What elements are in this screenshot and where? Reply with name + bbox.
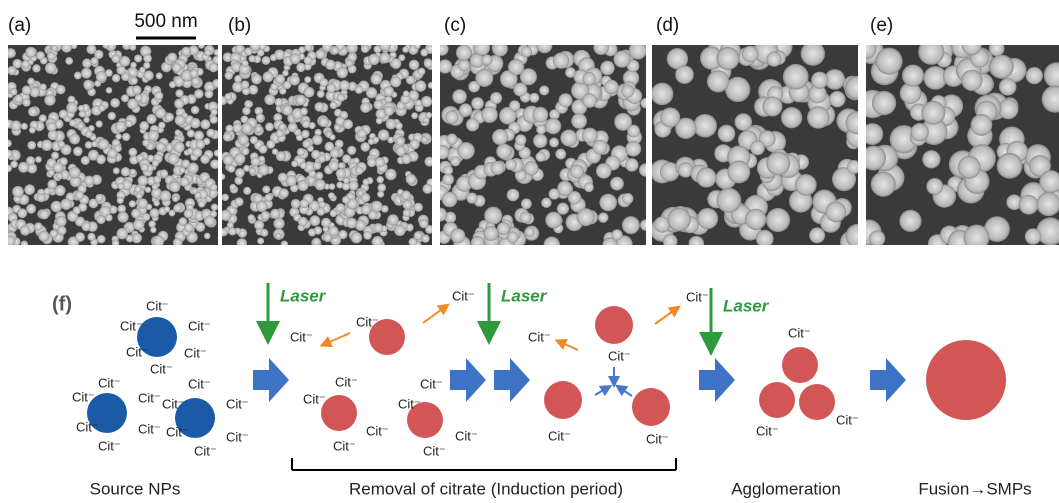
laser-arrows xyxy=(268,283,711,344)
citrate-label: Cit⁻ xyxy=(290,329,313,344)
laser-label: Laser xyxy=(501,286,548,305)
panel-label: (e) xyxy=(870,15,893,36)
stage-label: Removal of citrate (Induction period) xyxy=(349,479,623,498)
citrate-label: Cit⁻ xyxy=(548,428,571,443)
stage-label: Agglomeration xyxy=(731,479,841,498)
sem-image xyxy=(218,40,435,250)
citrate-label: Cit⁻ xyxy=(333,438,356,453)
particles xyxy=(87,306,1006,438)
citrate-label: Cit⁻ xyxy=(150,361,173,376)
stage-label: Source NPs xyxy=(90,479,181,498)
sem-image xyxy=(3,40,221,248)
citrate-label: Cit⁻ xyxy=(226,429,249,444)
citrate-label: Cit⁻ xyxy=(188,318,211,333)
citrate-label: Cit⁻ xyxy=(226,396,249,411)
sem-image xyxy=(856,35,1059,254)
citrate-label: Cit⁻ xyxy=(836,412,859,427)
sem-image xyxy=(433,37,652,253)
sem-images xyxy=(3,35,1059,254)
citrate-label: Cit⁻ xyxy=(184,345,207,360)
panel-label: (d) xyxy=(656,15,679,36)
panel-label: (c) xyxy=(444,15,466,36)
citrate-label: Cit⁻ xyxy=(455,428,478,443)
citrate-label: Cit⁻ xyxy=(138,390,161,405)
citrate-label: Cit⁻ xyxy=(452,288,475,303)
citrate-label: Cit⁻ xyxy=(303,391,326,406)
citrate-label: Cit⁻ xyxy=(72,389,95,404)
citrate-label: Cit⁻ xyxy=(98,375,121,390)
citrate-label: Cit⁻ xyxy=(608,348,631,363)
citrate-label: Cit⁻ xyxy=(162,396,185,411)
citrate-label: Cit⁻ xyxy=(646,431,669,446)
citrate-label: Cit⁻ xyxy=(98,438,121,453)
stage-label: Fusion→SMPs xyxy=(918,479,1031,498)
citrate-label: Cit⁻ xyxy=(423,443,446,458)
citrate-label: Cit⁻ xyxy=(366,423,389,438)
panel-label: (a) xyxy=(8,15,31,36)
citrate-label: Cit⁻ xyxy=(420,376,443,391)
citrate-label: Cit⁻ xyxy=(194,443,217,458)
citrate-label: Cit⁻ xyxy=(120,318,143,333)
scale-bar-label: 500 nm xyxy=(134,11,197,32)
citrate-label: Cit⁻ xyxy=(138,421,161,436)
citrate-label: Cit⁻ xyxy=(528,329,551,344)
figure: (a) (b) (c) (d) (e) 500 nm (f) Laser Las… xyxy=(0,0,1059,503)
citrate-label: Cit⁻ xyxy=(126,344,149,359)
citrate-label: Cit⁻ xyxy=(335,374,358,389)
citrate-label: Cit⁻ xyxy=(188,376,211,391)
citrate-label: Cit⁻ xyxy=(398,396,421,411)
sem-image xyxy=(650,35,870,253)
citrate-label: Cit⁻ xyxy=(686,289,709,304)
attraction-arrows xyxy=(595,367,632,396)
citrate-label: Cit⁻ xyxy=(788,325,811,340)
panel-label: (f) xyxy=(52,293,72,315)
citrate-label: Cit⁻ xyxy=(76,419,99,434)
panel-label: (b) xyxy=(228,15,251,36)
citrate-label: Cit⁻ xyxy=(166,424,189,439)
laser-label: Laser xyxy=(280,286,327,305)
citrate-label: Cit⁻ xyxy=(356,314,379,329)
citrate-label: Cit⁻ xyxy=(756,423,779,438)
laser-label: Laser xyxy=(723,296,770,315)
citrate-label: Cit⁻ xyxy=(146,298,169,313)
